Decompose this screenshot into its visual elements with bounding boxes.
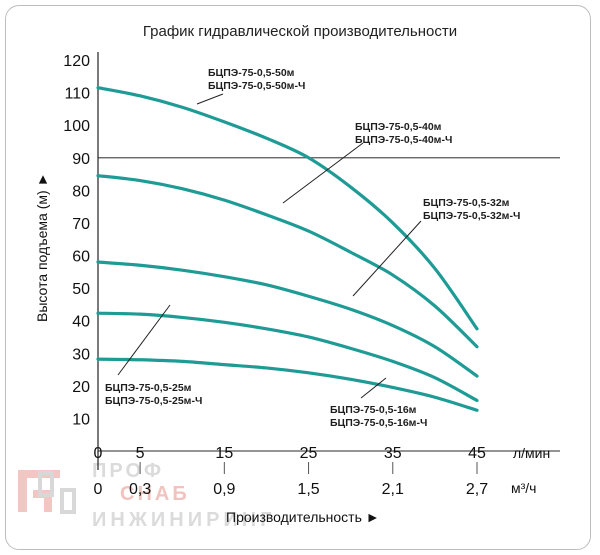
series-label-line2: БЦПЭ-75-0,5-50м-Ч [208, 80, 305, 92]
series-line-4 [96, 357, 479, 412]
y-tick-label: 40 [72, 314, 90, 331]
label-leader-line [196, 93, 224, 105]
series-label-line1: БЦПЭ-75-0,5-25м [105, 382, 192, 394]
watermark-line1: ПРОФ [92, 460, 164, 482]
x-tick-label-m3h: 0,9 [213, 481, 235, 498]
label-leaders [117, 93, 422, 399]
watermark-logo [18, 470, 76, 514]
y-tick-label: 90 [72, 151, 90, 168]
y-tick-label: 110 [64, 86, 90, 103]
x-unit-m3h: м³/ч [511, 480, 536, 496]
series-label-line1: БЦПЭ-75-0,5-32м [423, 197, 510, 209]
series-label-line1: БЦПЭ-75-0,5-50м [208, 67, 295, 79]
series-label-line2: БЦПЭ-75-0,5-16м-Ч [330, 417, 427, 429]
y-tick-label: 60 [72, 249, 90, 266]
label-leader-line [360, 377, 387, 399]
x-unit-lpm: л/мин [513, 445, 550, 461]
y-tick-label: 100 [63, 118, 90, 135]
chart-frame [5, 5, 591, 550]
x-tick-label-m3h: 2,1 [382, 481, 404, 498]
series-label-line2: БЦПЭ-75-0,5-32м-Ч [423, 210, 520, 222]
x-tick-label-m3h: 2,7 [466, 481, 488, 498]
label-leader-line [352, 220, 422, 297]
watermark-text: ПРОФ СНАБ ИНЖИНИРИНГ [92, 460, 276, 531]
y-tick-label: 20 [72, 379, 90, 396]
grid [98, 157, 560, 452]
x-tick-label-m3h: 1,5 [297, 481, 319, 498]
x-tick-label-m3h: 0 [94, 481, 103, 498]
x-tick-label-lpm: 35 [384, 445, 402, 462]
series-line-0 [96, 86, 479, 331]
chart-title: График гидравлической производительности [142, 23, 458, 40]
watermark-line3: ИНЖИНИРИНГ [92, 509, 276, 531]
watermark-line2: СНАБ [120, 483, 190, 505]
y-tick-label: 30 [72, 346, 90, 363]
y-axis-label: Высота подъема (м) ► [34, 173, 50, 322]
series-label-line2: БЦПЭ-75-0,5-25м-Ч [105, 395, 202, 407]
x-tick-label-lpm: 0 [94, 445, 103, 462]
curves [96, 86, 479, 412]
series-label-line1: БЦПЭ-75-0,5-16м [330, 404, 417, 416]
y-tick-label: 80 [72, 183, 90, 200]
series-label-line1: БЦПЭ-75-0,5-40м [355, 121, 442, 133]
series-line-3 [96, 311, 479, 403]
series-line-2 [96, 260, 479, 378]
series-label-line2: БЦПЭ-75-0,5-40м-Ч [355, 134, 452, 146]
y-tick-label: 10 [72, 411, 90, 428]
x-axis-label: Производительность ► [226, 509, 380, 525]
x-tick-label-lpm: 15 [215, 445, 233, 462]
y-tick-label: 120 [63, 53, 90, 70]
x-tick-label-lpm: 5 [136, 445, 145, 462]
x-tick-label-lpm: 25 [300, 445, 318, 462]
x-tick-label-lpm: 45 [468, 445, 486, 462]
y-tick-label: 70 [72, 216, 90, 233]
x-tick-label-m3h: 0,3 [129, 481, 151, 498]
label-leader-line [117, 304, 171, 376]
series-line-1 [96, 174, 479, 349]
y-tick-label: 50 [72, 281, 90, 298]
label-leader-line [282, 142, 364, 204]
